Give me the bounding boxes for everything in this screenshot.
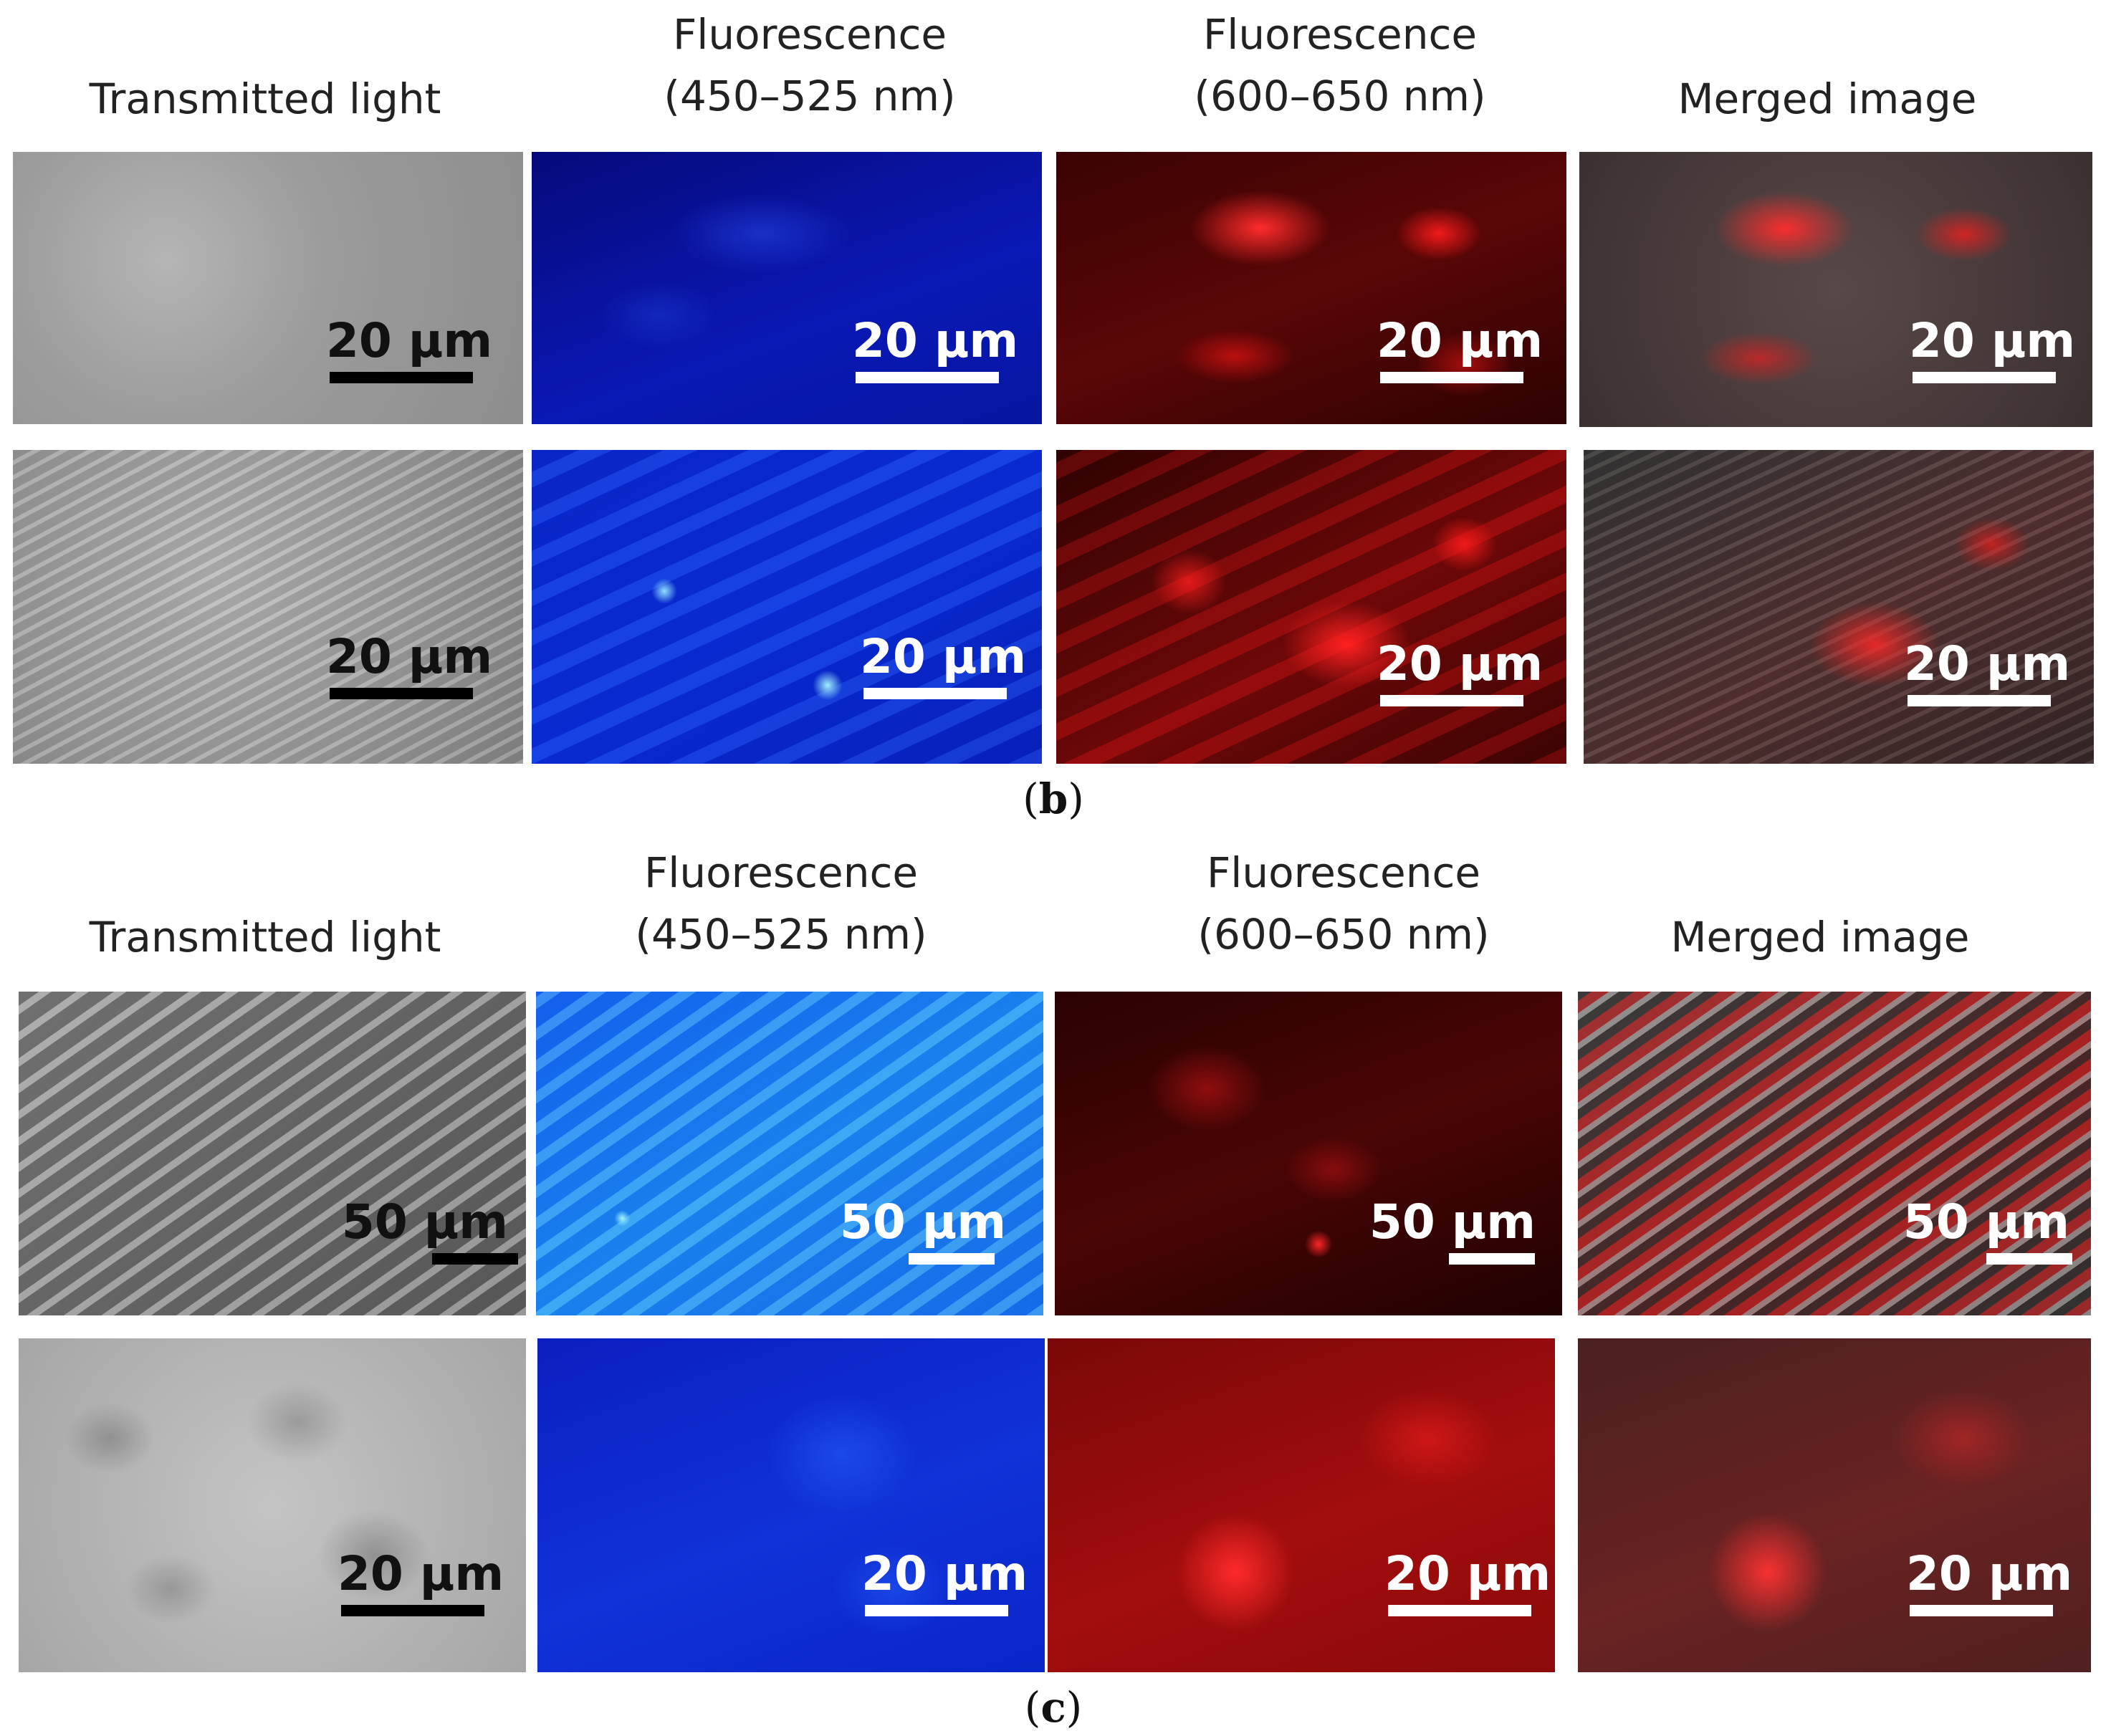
- scale-bar-line: [341, 1605, 484, 1616]
- panel-b1-fluorescence-blue: 20 µm: [532, 152, 1042, 424]
- header-label-line1: Fluorescence: [1202, 10, 1478, 59]
- caption-letter: c: [1040, 1683, 1066, 1732]
- caption-letter: b: [1038, 775, 1068, 823]
- scale-bar-line: [1913, 372, 2056, 383]
- scale-bar-label: 20 µm: [338, 1546, 504, 1601]
- scale-bar: 20 µm: [861, 1546, 1028, 1616]
- panel-b2-fluorescence-blue: 20 µm: [532, 450, 1042, 764]
- scale-bar-label: 20 µm: [861, 1546, 1028, 1601]
- panel-b1-merged-image: 20 µm: [1579, 152, 2092, 427]
- scale-bar: 20 µm: [1384, 1546, 1551, 1616]
- scale-bar-line: [1449, 1253, 1535, 1265]
- scale-bar-label: 50 µm: [839, 1194, 1007, 1250]
- scale-bar: 20 µm: [1904, 636, 2071, 706]
- panel-b2-fluorescence-red: 20 µm: [1056, 450, 1566, 764]
- scale-bar-label: 20 µm: [860, 629, 1027, 684]
- header-label-line2: (450–525 nm): [664, 72, 956, 120]
- header-label-line1: Fluorescence: [672, 10, 947, 59]
- scale-bar: 50 µm: [332, 1194, 518, 1265]
- header-label: Transmitted light: [89, 913, 441, 961]
- scale-bar-line: [863, 688, 1007, 699]
- caption-c: (c): [1024, 1683, 1083, 1732]
- panel-b2-merged-image: 20 µm: [1584, 450, 2094, 764]
- panel-c1-transmitted-light: 50 µm: [19, 992, 526, 1315]
- scale-bar-label: 50 µm: [1369, 1194, 1536, 1250]
- panel-c2-transmitted-light: 20 µm: [19, 1338, 526, 1672]
- scale-bar-line: [865, 1605, 1008, 1616]
- scale-bar-label: 20 µm: [1377, 313, 1543, 368]
- header-label-line1: Fluorescence: [643, 848, 919, 897]
- scale-bar-line: [856, 372, 999, 383]
- scale-bar-label: 20 µm: [1384, 1546, 1551, 1601]
- scale-bar: 20 µm: [1377, 313, 1543, 383]
- scale-bar-line: [1380, 372, 1523, 383]
- scale-bar-label: 50 µm: [341, 1194, 509, 1250]
- header-merged-image: Merged image: [1569, 906, 2071, 968]
- header-label-line2: (600–650 nm): [1197, 910, 1490, 959]
- scale-bar-line: [1380, 695, 1523, 706]
- header-label: Merged image: [1670, 913, 1970, 961]
- header-fluorescence-red: Fluorescence (600–650 nm): [1082, 4, 1598, 127]
- panel-b1-transmitted-light: 20 µm: [13, 152, 523, 424]
- scale-bar-label: 20 µm: [326, 629, 493, 684]
- scale-bar-label: 20 µm: [1904, 636, 2071, 691]
- scale-bar-label: 50 µm: [1902, 1194, 2070, 1250]
- scale-bar: 20 µm: [1909, 313, 2076, 383]
- panel-b2-transmitted-light: 20 µm: [13, 450, 523, 764]
- header-fluorescence-red: Fluorescence (600–650 nm): [1086, 842, 1602, 965]
- header-fluorescence-blue: Fluorescence (450–525 nm): [523, 842, 1039, 965]
- panel-c1-fluorescence-blue: 50 µm: [536, 992, 1043, 1315]
- panel-c1-fluorescence-red: 50 µm: [1055, 992, 1562, 1315]
- scale-bar-line: [909, 1253, 995, 1265]
- header-label: Transmitted light: [89, 75, 441, 123]
- scale-bar: 20 µm: [1377, 636, 1543, 706]
- scale-bar: 20 µm: [338, 1546, 504, 1616]
- scale-bar-label: 20 µm: [1909, 313, 2076, 368]
- scale-bar-line: [1986, 1253, 2072, 1265]
- scale-bar-line: [432, 1253, 518, 1265]
- scale-bar-line: [1388, 1605, 1531, 1616]
- panel-c2-merged-image: 20 µm: [1578, 1338, 2091, 1672]
- scale-bar: 50 µm: [830, 1194, 1016, 1265]
- caption-b: (b): [1023, 775, 1084, 823]
- scale-bar-line: [330, 688, 473, 699]
- scale-bar: 20 µm: [1906, 1546, 2073, 1616]
- header-merged-image: Merged image: [1576, 68, 2078, 130]
- scale-bar: 50 µm: [1359, 1194, 1546, 1265]
- panel-c1-merged-image: 50 µm: [1578, 992, 2091, 1315]
- panel-c2-fluorescence-red: 20 µm: [1048, 1338, 1555, 1672]
- scale-bar-line: [1910, 1605, 2053, 1616]
- scale-bar: 20 µm: [326, 313, 493, 383]
- panel-c2-fluorescence-blue: 20 µm: [537, 1338, 1045, 1672]
- header-transmitted-light: Transmitted light: [14, 906, 516, 968]
- scale-bar-label: 20 µm: [852, 313, 1019, 368]
- header-fluorescence-blue: Fluorescence (450–525 nm): [552, 4, 1068, 127]
- scale-bar: 20 µm: [852, 313, 1019, 383]
- panel-b1-fluorescence-red: 20 µm: [1056, 152, 1566, 424]
- scale-bar: 20 µm: [326, 629, 493, 699]
- scale-bar-label: 20 µm: [1377, 636, 1543, 691]
- scale-bar-line: [1908, 695, 2051, 706]
- scale-bar-line: [330, 372, 473, 383]
- header-transmitted-light: Transmitted light: [14, 68, 516, 130]
- header-label-line2: (450–525 nm): [635, 910, 927, 959]
- header-label-line2: (600–650 nm): [1194, 72, 1486, 120]
- header-label-line1: Fluorescence: [1206, 848, 1481, 897]
- scale-bar-label: 20 µm: [326, 313, 493, 368]
- scale-bar: 20 µm: [860, 629, 1027, 699]
- scale-bar-label: 20 µm: [1906, 1546, 2073, 1601]
- header-label: Merged image: [1677, 75, 1977, 123]
- scale-bar: 50 µm: [1893, 1194, 2079, 1265]
